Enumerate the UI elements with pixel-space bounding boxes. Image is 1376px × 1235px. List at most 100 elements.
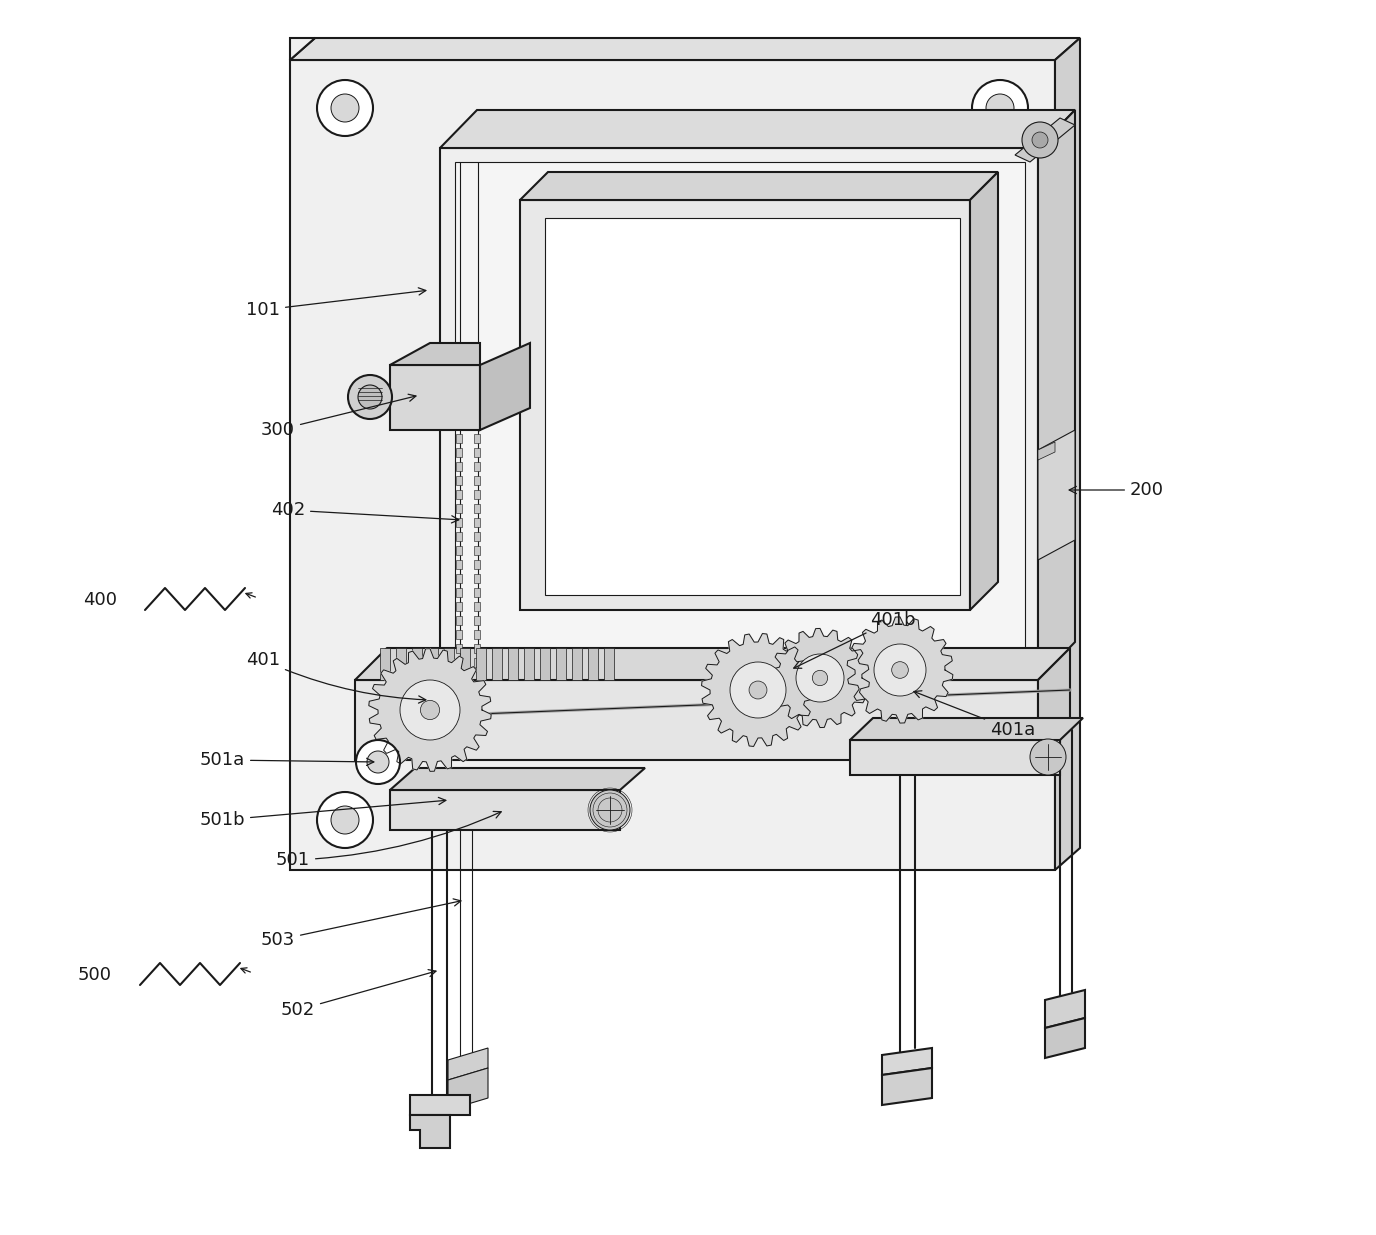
- Polygon shape: [1015, 119, 1075, 162]
- Polygon shape: [473, 517, 480, 527]
- Polygon shape: [455, 643, 462, 653]
- Text: 501b: 501b: [200, 798, 446, 829]
- Text: 501: 501: [275, 811, 501, 869]
- Polygon shape: [850, 740, 1060, 776]
- Polygon shape: [410, 1095, 471, 1115]
- Polygon shape: [440, 148, 1038, 680]
- Polygon shape: [1038, 110, 1075, 680]
- Polygon shape: [389, 790, 621, 830]
- Polygon shape: [473, 490, 480, 499]
- Polygon shape: [476, 648, 486, 680]
- Circle shape: [874, 643, 926, 697]
- Circle shape: [332, 94, 359, 122]
- Polygon shape: [455, 162, 1025, 666]
- Polygon shape: [588, 648, 599, 680]
- Circle shape: [400, 680, 460, 740]
- Circle shape: [987, 94, 1014, 122]
- Polygon shape: [449, 1068, 488, 1110]
- Polygon shape: [473, 420, 480, 429]
- Polygon shape: [1055, 38, 1080, 869]
- Polygon shape: [389, 768, 645, 790]
- Polygon shape: [473, 475, 480, 485]
- Text: 501a: 501a: [200, 751, 374, 769]
- Text: 401: 401: [246, 651, 425, 703]
- Polygon shape: [604, 648, 614, 680]
- Polygon shape: [1038, 442, 1055, 459]
- Polygon shape: [882, 1068, 932, 1105]
- Polygon shape: [480, 343, 530, 430]
- Polygon shape: [455, 532, 462, 541]
- Polygon shape: [455, 462, 462, 471]
- Text: 503: 503: [260, 899, 461, 948]
- Text: 500: 500: [78, 966, 111, 984]
- Polygon shape: [493, 648, 502, 680]
- Polygon shape: [455, 658, 462, 667]
- Text: 502: 502: [281, 969, 436, 1019]
- Polygon shape: [428, 648, 438, 680]
- Polygon shape: [396, 648, 406, 680]
- Polygon shape: [1038, 430, 1075, 559]
- Polygon shape: [545, 219, 960, 595]
- Polygon shape: [702, 634, 815, 746]
- Polygon shape: [389, 343, 480, 366]
- Circle shape: [590, 790, 630, 830]
- Polygon shape: [369, 648, 491, 772]
- Polygon shape: [882, 1049, 932, 1074]
- Circle shape: [316, 792, 373, 848]
- Text: 401a: 401a: [914, 690, 1035, 739]
- Polygon shape: [473, 462, 480, 471]
- Polygon shape: [389, 366, 480, 430]
- Polygon shape: [411, 648, 422, 680]
- Polygon shape: [455, 420, 462, 429]
- Circle shape: [1032, 132, 1049, 148]
- Polygon shape: [355, 680, 1038, 760]
- Polygon shape: [473, 546, 480, 555]
- Polygon shape: [455, 559, 462, 569]
- Polygon shape: [1044, 1018, 1086, 1058]
- Circle shape: [795, 655, 843, 701]
- Circle shape: [892, 662, 908, 678]
- Polygon shape: [290, 38, 1080, 61]
- Polygon shape: [473, 588, 480, 597]
- Polygon shape: [508, 648, 517, 680]
- Polygon shape: [771, 629, 870, 727]
- Polygon shape: [455, 630, 462, 638]
- Polygon shape: [1044, 990, 1086, 1028]
- Circle shape: [749, 680, 766, 699]
- Text: 400: 400: [83, 592, 117, 609]
- Polygon shape: [473, 559, 480, 569]
- Polygon shape: [455, 546, 462, 555]
- Polygon shape: [455, 574, 462, 583]
- Polygon shape: [410, 1115, 450, 1149]
- Polygon shape: [473, 601, 480, 611]
- Polygon shape: [355, 648, 1071, 680]
- Polygon shape: [473, 643, 480, 653]
- Circle shape: [421, 700, 439, 720]
- Polygon shape: [455, 616, 462, 625]
- Circle shape: [367, 751, 389, 773]
- Polygon shape: [444, 648, 454, 680]
- Polygon shape: [850, 718, 1083, 740]
- Polygon shape: [455, 490, 462, 499]
- Text: 101: 101: [246, 288, 425, 319]
- Polygon shape: [473, 630, 480, 638]
- Polygon shape: [460, 648, 471, 680]
- Circle shape: [731, 662, 786, 718]
- Polygon shape: [455, 433, 462, 443]
- Circle shape: [1022, 122, 1058, 158]
- Circle shape: [356, 740, 400, 784]
- Polygon shape: [524, 648, 534, 680]
- Text: 300: 300: [261, 394, 416, 438]
- Circle shape: [332, 806, 359, 834]
- Circle shape: [812, 671, 828, 685]
- Polygon shape: [473, 616, 480, 625]
- Text: 402: 402: [271, 501, 458, 522]
- Circle shape: [316, 80, 373, 136]
- Polygon shape: [556, 648, 566, 680]
- Polygon shape: [539, 648, 550, 680]
- Circle shape: [971, 80, 1028, 136]
- Polygon shape: [290, 38, 315, 61]
- Polygon shape: [455, 475, 462, 485]
- Polygon shape: [473, 574, 480, 583]
- Polygon shape: [572, 648, 582, 680]
